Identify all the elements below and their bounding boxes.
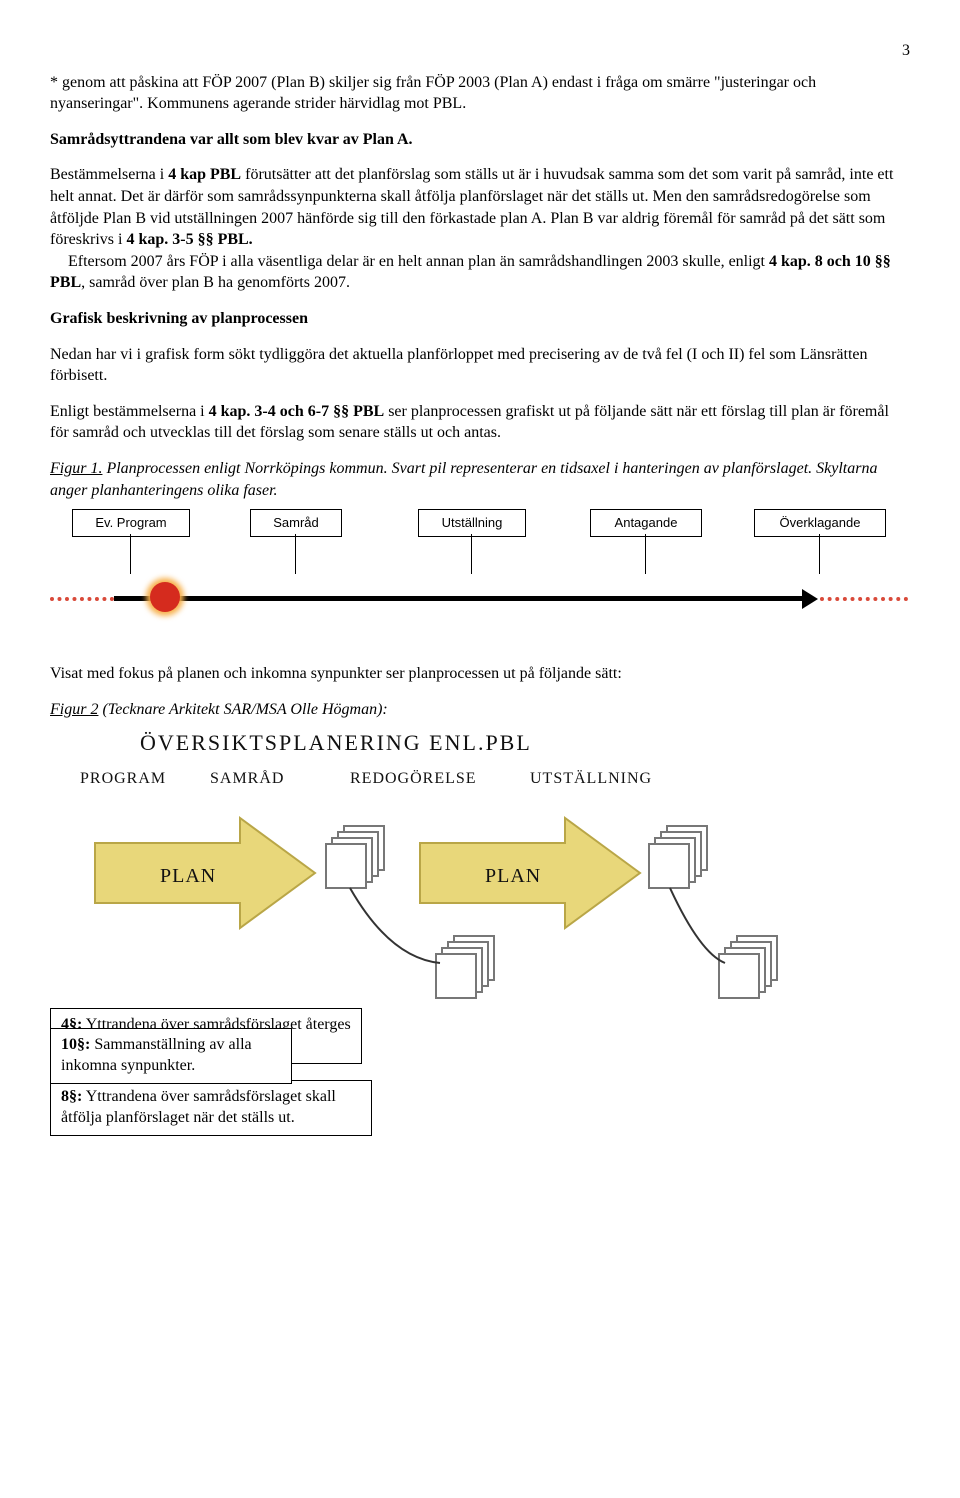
- fig1-connector: [295, 534, 296, 574]
- fig1-dot-icon: [150, 582, 180, 612]
- fig2-text: (Tecknare Arkitekt SAR/MSA Olle Högman):: [98, 701, 387, 718]
- figure-2-caption: Figur 2 (Tecknare Arkitekt SAR/MSA Olle …: [50, 699, 910, 721]
- p6b: 4 kap. 3-4 och 6-7 §§ PBL: [209, 403, 385, 420]
- bottom-boxes: 4§: Yttrandena över samrådsförslaget åte…: [50, 1008, 910, 1158]
- box-8par: 8§: Yttrandena över samrådsförslaget ska…: [50, 1080, 372, 1136]
- fig1-arrowhead-icon: [802, 589, 818, 609]
- box3a: 10§:: [61, 1036, 90, 1053]
- paragraph-6: Enligt bestämmelserna i 4 kap. 3-4 och 6…: [50, 401, 910, 444]
- fig1-box: Överklagande: [754, 509, 886, 537]
- fig1-box: Samråd: [250, 509, 342, 537]
- paragraph-1: * genom att påskina att FÖP 2007 (Plan B…: [50, 72, 910, 115]
- figure-1-diagram: Ev. Program Samråd Utställning Antagande Öve…: [50, 509, 910, 649]
- p4c: , samråd över plan B ha genomförts 2007.: [81, 274, 350, 291]
- fig1-connector: [130, 534, 131, 574]
- paragraph-4: Eftersom 2007 års FÖP i alla väsentliga …: [50, 251, 910, 294]
- page-number: 3: [50, 40, 910, 62]
- fig1-box: Ev. Program: [72, 509, 190, 537]
- fig1-dotted-right: [820, 597, 908, 601]
- fig1-box: Utställning: [418, 509, 526, 537]
- paragraph-2: Samrådsyttrandena var allt som blev kvar…: [50, 129, 910, 151]
- fig1-connector: [471, 534, 472, 574]
- box2a: 8§:: [61, 1088, 82, 1105]
- p4a: Eftersom 2007 års FÖP i alla väsentliga …: [68, 253, 769, 270]
- fig1-label: Figur 1.: [50, 460, 102, 477]
- fig2-label: Figur 2: [50, 701, 98, 718]
- figure-2-diagram: ÖVERSIKTSPLANERING ENL.PBLPROGRAMSAMRÅDR…: [50, 728, 910, 1018]
- p6a: Enligt bestämmelserna i: [50, 403, 209, 420]
- box-10par: 10§: Sammanställning av alla inkomna syn…: [50, 1028, 292, 1084]
- fig1-connector: [819, 534, 820, 574]
- box3b: Sammanställning av alla inkomna synpunkt…: [61, 1036, 252, 1074]
- paragraph-7: Visat med fokus på planen och inkomna sy…: [50, 663, 910, 685]
- box2b: Yttrandena över samrådsförslaget skall å…: [61, 1088, 336, 1126]
- p3a: Bestämmelserna i: [50, 166, 168, 183]
- p3b: 4 kap PBL: [168, 166, 241, 183]
- fig1-text: Planprocessen enligt Norrköpings kommun.…: [50, 460, 877, 499]
- fig1-box: Antagande: [590, 509, 702, 537]
- fig1-dotted-left: [50, 597, 114, 601]
- fig1-connector: [645, 534, 646, 574]
- figure-1-caption: Figur 1. Planprocessen enligt Norrköping…: [50, 458, 910, 501]
- heading-grafisk: Grafisk beskrivning av planprocessen: [50, 308, 910, 330]
- p3d: 4 kap. 3-5 §§ PBL.: [126, 231, 252, 248]
- fig1-arrow-shaft: [114, 596, 802, 601]
- paragraph-5: Nedan har vi i grafisk form sökt tydligg…: [50, 344, 910, 387]
- paragraph-3: Bestämmelserna i 4 kap PBL förutsätter a…: [50, 164, 910, 250]
